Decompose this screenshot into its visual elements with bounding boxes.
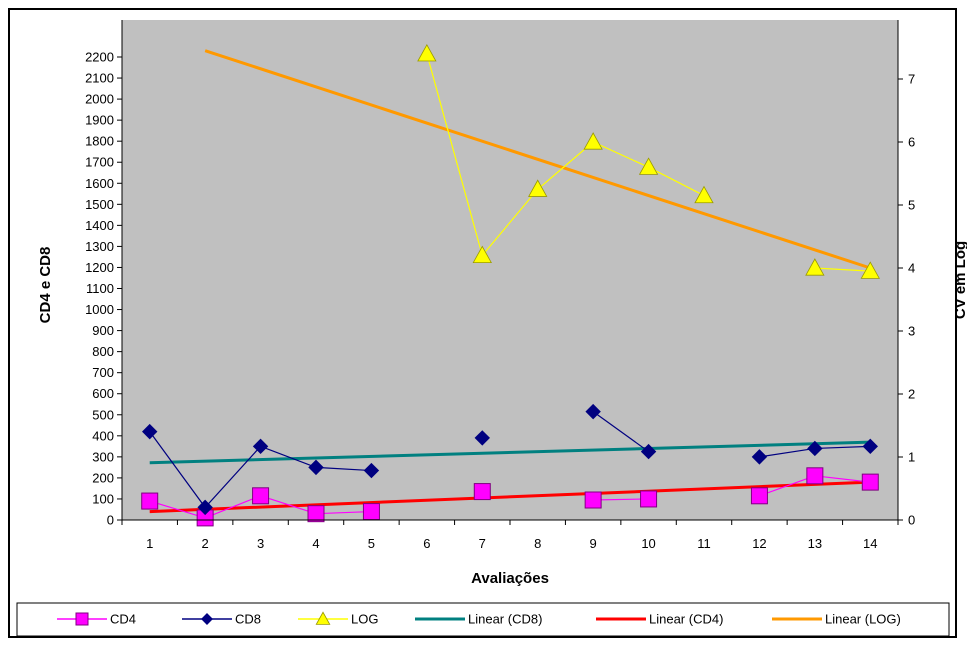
y-left-tick-label: 800 (92, 344, 114, 359)
point-cd4 (307, 505, 325, 523)
x-tick-label: 11 (697, 536, 711, 551)
trendlines (149, 49, 871, 514)
x-tick-label: 5 (368, 536, 375, 551)
y-left-tick-label: 600 (92, 386, 114, 401)
y-left-tick-label: 1600 (85, 176, 114, 191)
point-log (638, 157, 659, 175)
point-cd8 (197, 499, 213, 516)
series-line-log (814, 267, 871, 272)
point-cd4 (861, 473, 879, 491)
point-cd4 (362, 503, 380, 521)
y-left-tick-label: 1000 (85, 302, 114, 317)
point-cd8 (142, 423, 158, 440)
legend-label-linear-log: Linear (LOG) (825, 612, 901, 627)
plot-area (122, 20, 898, 520)
y-left-tick-label: 1200 (85, 260, 114, 275)
series-markers (141, 43, 880, 527)
point-cd8 (585, 403, 601, 420)
legend-marker-cd8 (201, 613, 213, 625)
y-left-tick-label: 700 (92, 365, 114, 380)
x-tick-label: 10 (641, 536, 655, 551)
point-cd8 (862, 438, 878, 455)
point-cd4 (252, 487, 270, 505)
point-cd8 (363, 462, 380, 479)
point-log (694, 185, 714, 204)
point-cd8 (308, 459, 324, 476)
series-line-cd4 (593, 498, 649, 501)
x-tick-label: 13 (808, 536, 822, 551)
y-axis-left-title: CD4 e CD8 (37, 247, 54, 324)
x-tick-label: 7 (479, 536, 486, 551)
legend-label-linear-cd4: Linear (CD4) (649, 612, 723, 627)
y-right-tick-label: 4 (908, 261, 915, 276)
y-left-tick-label: 900 (92, 323, 114, 338)
y-left-tick-label: 300 (92, 449, 114, 464)
y-right-tick-label: 6 (908, 135, 915, 150)
x-tick-label: 3 (257, 536, 264, 551)
y-left-tick-label: 1400 (85, 218, 114, 233)
y-right-tick-label: 3 (908, 324, 915, 339)
y-right-tick-label: 5 (908, 198, 915, 213)
y-left-tick-label: 1100 (86, 281, 114, 296)
y-right-tick-label: 2 (908, 387, 915, 402)
point-cd8 (807, 440, 823, 457)
point-cd8 (640, 443, 657, 460)
point-log (472, 245, 492, 264)
x-tick-label: 2 (202, 536, 209, 551)
point-log (583, 132, 603, 150)
y-right-tick-label: 1 (908, 450, 915, 465)
x-tick-label: 14 (863, 536, 877, 551)
y-left-tick-label: 2100 (85, 71, 114, 86)
point-cd4 (141, 492, 159, 510)
y-left-tick-label: 0 (107, 513, 114, 528)
legend-marker-cd4 (75, 612, 89, 626)
x-tick-label: 8 (534, 536, 541, 551)
point-cd8 (252, 438, 269, 455)
legend: CD4 CD8 LOG Linear (CD8) Linear (CD4) Linear … (16, 602, 950, 637)
axes: 0100200300400500600700800900100011001200… (85, 20, 915, 551)
point-cd8 (751, 449, 768, 465)
y-axis-right-title: CV em Log (952, 241, 967, 319)
trendline-linear-cd4 (149, 480, 871, 514)
trendline-linear-cd8 (149, 440, 871, 465)
y-right-tick-label: 0 (908, 513, 915, 528)
point-cd4 (473, 483, 491, 501)
x-tick-label: 9 (590, 536, 597, 551)
series-line-log (426, 53, 705, 257)
y-left-tick-label: 1700 (85, 155, 114, 170)
legend-marker-log (315, 611, 331, 625)
y-left-tick-label: 2000 (85, 92, 114, 107)
point-log (805, 258, 825, 276)
legend-label-cd4: CD4 (110, 612, 136, 627)
trendline-linear-log (204, 49, 871, 270)
legend-label-log: LOG (351, 612, 378, 627)
y-left-tick-label: 1300 (85, 239, 114, 254)
y-left-tick-label: 200 (92, 470, 114, 485)
x-tick-label: 6 (423, 536, 430, 551)
y-left-tick-label: 1800 (85, 134, 114, 149)
y-left-tick-label: 1500 (85, 197, 114, 212)
y-left-tick-label: 1900 (85, 113, 114, 128)
x-axis-title: Avaliações (471, 570, 549, 587)
point-cd4 (640, 490, 658, 508)
x-tick-label: 12 (752, 536, 766, 551)
point-cd8 (474, 430, 490, 446)
point-cd4 (750, 487, 768, 505)
y-left-tick-label: 500 (92, 407, 114, 422)
series-line-cd8 (592, 411, 649, 453)
y-left-tick-label: 2200 (85, 50, 114, 65)
point-log (528, 179, 548, 197)
legend-label-linear-cd8: Linear (CD8) (468, 612, 542, 627)
point-log (860, 261, 880, 279)
legend-label-cd8: CD8 (235, 612, 261, 627)
point-cd4 (806, 467, 824, 485)
x-tick-label: 1 (146, 536, 153, 551)
point-log (417, 43, 437, 62)
y-left-tick-label: 100 (92, 491, 114, 506)
y-right-tick-label: 7 (908, 72, 915, 87)
x-tick-label: 4 (312, 536, 319, 551)
y-left-tick-label: 400 (92, 428, 114, 443)
point-cd4 (584, 491, 602, 509)
